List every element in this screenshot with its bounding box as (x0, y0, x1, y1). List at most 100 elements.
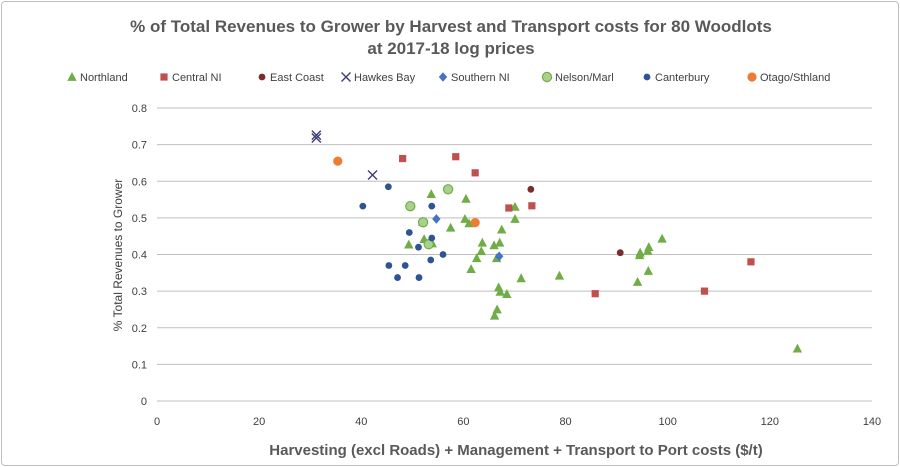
data-point (461, 193, 471, 203)
data-point (415, 274, 423, 281)
legend-label: Hawkes Bay (354, 72, 416, 84)
data-point (427, 256, 435, 264)
data-point (510, 213, 520, 223)
x-tick-label: 140 (863, 416, 881, 428)
legend-entry: Southern NI (438, 72, 510, 84)
legend-marker (341, 72, 351, 82)
y-tick-label: 0.4 (132, 250, 147, 262)
y-tick-label: 0.6 (132, 176, 147, 188)
series-east-coast (527, 185, 624, 257)
legend-entry: Otago/Sthland (747, 72, 830, 84)
y-tick-label: 0.5 (132, 213, 147, 225)
legend-label: East Coast (270, 72, 324, 84)
y-tick-label: 0.3 (132, 286, 147, 298)
data-point (405, 229, 413, 236)
data-point (442, 184, 454, 195)
data-point (494, 237, 505, 247)
series-southern-ni (432, 214, 504, 262)
series-hawkes-bay (311, 130, 378, 181)
data-point (700, 287, 709, 295)
x-tick-label: 120 (761, 416, 779, 428)
legend-entry: Hawkes Bay (341, 72, 416, 84)
x-tick-label: 100 (659, 416, 677, 428)
data-point (497, 224, 507, 234)
data-point (635, 247, 645, 257)
legend-label: Central NI (172, 72, 222, 84)
x-tick-label: 0 (154, 416, 160, 428)
data-point (417, 217, 429, 228)
y-tick-label: 0.8 (132, 103, 147, 115)
x-tick-label: 40 (355, 416, 367, 428)
data-point (477, 237, 488, 247)
legend-entry: Nelson/Marl (541, 71, 614, 84)
data-point (470, 218, 480, 228)
y-tick-label: 0.7 (132, 140, 147, 152)
chart-subtitle: at 2017-18 log prices (367, 39, 534, 58)
data-point (657, 233, 667, 243)
data-point (747, 258, 755, 266)
data-point (505, 204, 513, 212)
data-point (405, 200, 416, 212)
data-point (394, 274, 401, 281)
legend-marker (747, 72, 757, 82)
data-point (415, 243, 422, 251)
data-point (367, 170, 378, 181)
data-point (432, 214, 441, 224)
data-point (643, 265, 654, 275)
data-point (644, 242, 654, 252)
legend-entry: Northland (67, 72, 128, 84)
legend-label: Southern NI (451, 72, 510, 84)
x-tick-label: 80 (559, 416, 571, 428)
data-point (399, 154, 407, 163)
data-point (792, 343, 803, 353)
data-point (428, 202, 436, 210)
data-point (502, 289, 512, 298)
axes: 0 0.1 0.2 0.3 0.4 0.5 0.6 0.7 0.8 0 20 40 60 80 100 120… (132, 103, 881, 428)
data-point (426, 189, 436, 198)
data-point (476, 246, 487, 256)
data-points (311, 130, 803, 353)
data-point (492, 304, 502, 314)
data-point (384, 183, 392, 191)
y-tick-label: 0 (141, 396, 147, 408)
data-point (445, 222, 456, 232)
data-point (404, 239, 414, 249)
data-point (333, 156, 343, 166)
data-point (385, 262, 393, 269)
series-canterbury (359, 183, 447, 281)
legend-entry: Central NI (160, 72, 222, 84)
data-point (359, 202, 367, 210)
data-point (510, 201, 520, 211)
data-point (591, 290, 599, 298)
x-tick-label: 60 (457, 416, 469, 428)
data-point (632, 276, 643, 286)
legend-label: Canterbury (655, 72, 710, 84)
data-point (439, 251, 447, 258)
data-point (489, 240, 499, 250)
y-tick-label: 0.1 (132, 359, 147, 371)
y-tick-label: 0.2 (132, 323, 147, 335)
legend-label: Northland (80, 72, 128, 84)
data-point (528, 202, 536, 210)
x-tick-label: 20 (253, 416, 265, 428)
series-nelson-marl (405, 184, 454, 250)
data-point (311, 130, 322, 141)
series-central-ni (399, 153, 755, 298)
legend-label: Nelson/Marl (555, 72, 614, 84)
legend: Northland Central NI East Coast Hawkes Bay S… (67, 71, 830, 84)
legend-marker (438, 72, 448, 82)
data-point (554, 270, 565, 280)
data-point (466, 264, 476, 274)
data-point (527, 185, 535, 193)
legend-marker (160, 73, 168, 81)
x-axis-label: Harvesting (excl Roads) + Management + T… (269, 442, 762, 459)
data-point (452, 153, 460, 161)
gridlines (157, 107, 872, 365)
y-axis-label: % Total Revenues to Grower (111, 179, 125, 332)
data-point (428, 234, 436, 242)
legend-marker (258, 73, 266, 81)
data-point (495, 286, 505, 296)
chart-title: % of Total Revenues to Grower by Harvest… (130, 17, 772, 36)
legend-label: Otago/Sthland (760, 72, 830, 84)
